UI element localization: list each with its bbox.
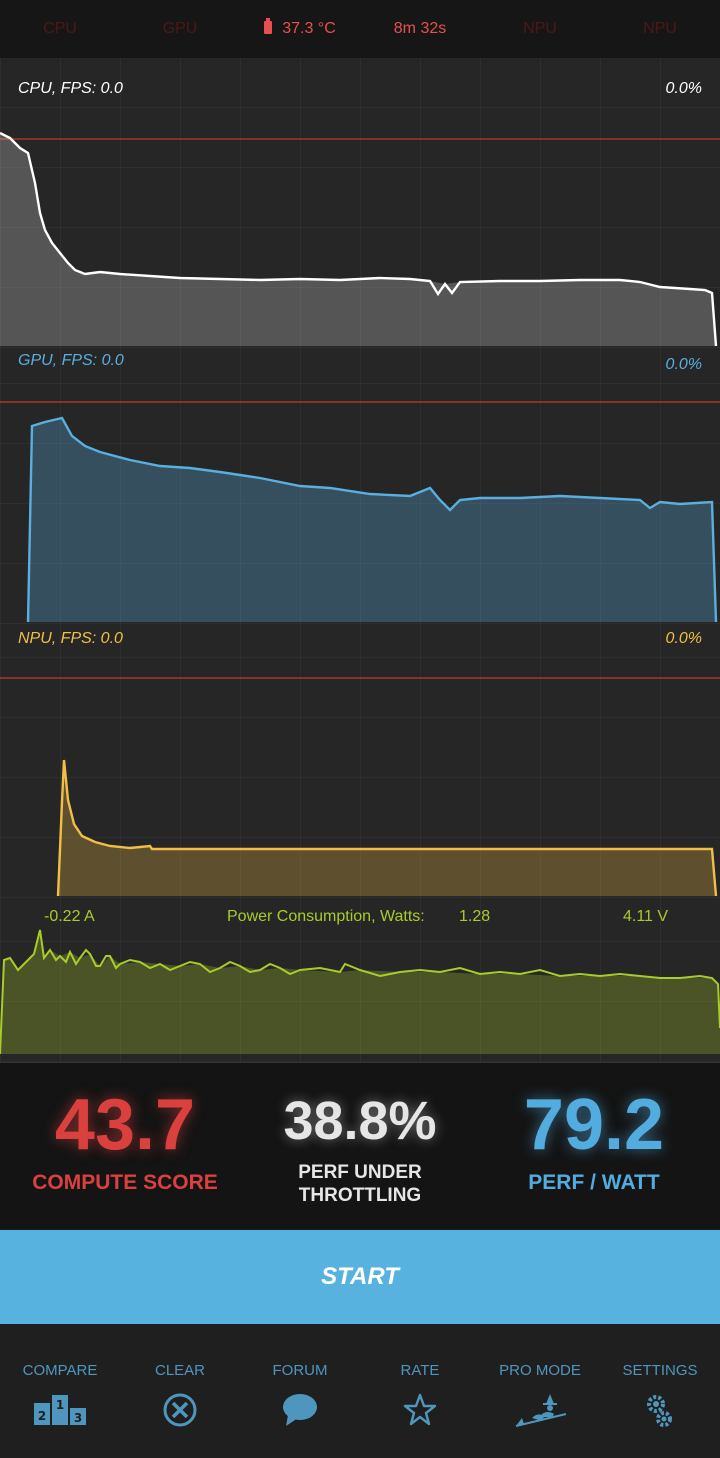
nav-clear[interactable]: CLEAR [120,1324,240,1458]
status-npu-1: NPU [523,20,557,37]
power-graph [0,929,720,1055]
throttle-score: 38.8% PERF UNDER THROTTLING [240,1063,480,1207]
perf-watt-score: 79.2 PERF / WATT [474,1063,714,1194]
gpu-fps-label: GPU, FPS: 0.0 [18,352,124,369]
gear-icon [647,1395,672,1427]
compute-score-value: 43.7 [54,1085,196,1165]
svg-text:3: 3 [74,1411,82,1425]
nav-pro-mode-label: PRO MODE [499,1362,581,1379]
compute-score: 43.7 COMPUTE SCORE [5,1063,245,1194]
gpu-graph [0,401,720,623]
scores-panel: 43.7 COMPUTE SCORE 38.8% PERF UNDER THRO… [0,1062,720,1229]
nav-clear-label: CLEAR [154,1362,206,1379]
status-temperature: 37.3 °C [240,18,360,38]
perf-watt-label: PERF / WATT [528,1171,660,1194]
npu-fps-label: NPU, FPS: 0.0 [18,630,123,647]
nav-pro-mode[interactable]: PRO MODE [480,1324,600,1458]
nav-forum[interactable]: FORUM [240,1324,360,1458]
gpu-load-value: 0.0% [665,356,702,373]
npu-graph [0,677,720,897]
witch-icon [515,1394,567,1427]
compute-score-label: COMPUTE SCORE [32,1171,218,1194]
gpu-graph-panel: GPU, FPS: 0.0 0.0% [0,348,720,624]
status-npu-2: NPU [643,20,677,37]
nav-rate-label: RATE [400,1362,440,1379]
throttle-score-value: 38.8% [283,1091,437,1151]
npu-load-value: 0.0% [665,630,702,647]
star-icon [403,1393,437,1426]
nav-rate[interactable]: RATE [360,1324,480,1458]
bottom-nav: COMPARE 2 1 3 CLEAR FORUM [0,1324,720,1458]
cpu-graph [0,131,720,347]
speech-bubble-icon [283,1394,317,1426]
nav-compare-label: COMPARE [22,1362,98,1379]
nav-forum-label: FORUM [272,1362,328,1379]
power-graph-panel: -0.22 A Power Consumption, Watts: 1.28 4… [0,898,720,1062]
nav-settings[interactable]: SETTINGS [600,1324,720,1458]
power-watts: 1.28 [459,908,491,925]
throttle-label-line2: THROTTLING [298,1185,422,1206]
status-gpu: GPU [162,20,198,37]
svg-text:1: 1 [56,1398,64,1412]
power-voltage: 4.11 V [623,908,669,925]
start-button[interactable]: START [0,1230,720,1324]
throttle-label-line1: PERF UNDER [298,1162,422,1183]
status-elapsed: 8m 32s [393,20,447,37]
cpu-fps-label: CPU, FPS: 0.0 [18,80,123,97]
power-title: Power Consumption, Watts: [227,908,425,925]
status-bar: CPU GPU 37.3 °C 8m 32s NPU NPU [0,0,720,58]
npu-graph-panel: NPU, FPS: 0.0 0.0% [0,624,720,898]
podium-icon: 2 1 3 [34,1395,86,1425]
svg-text:2: 2 [38,1409,46,1423]
nav-settings-label: SETTINGS [622,1362,698,1379]
clear-circle-icon [163,1393,197,1427]
cpu-graph-panel: CPU, FPS: 0.0 0.0% [0,58,720,348]
power-header: -0.22 A Power Consumption, Watts: 1.28 4… [0,898,720,934]
cpu-load-value: 0.0% [665,80,702,97]
status-cpu: CPU [43,20,77,37]
battery-icon [264,18,273,34]
nav-compare[interactable]: COMPARE 2 1 3 [0,1324,120,1458]
perf-watt-value: 79.2 [523,1085,665,1165]
power-current: -0.22 A [44,908,95,925]
